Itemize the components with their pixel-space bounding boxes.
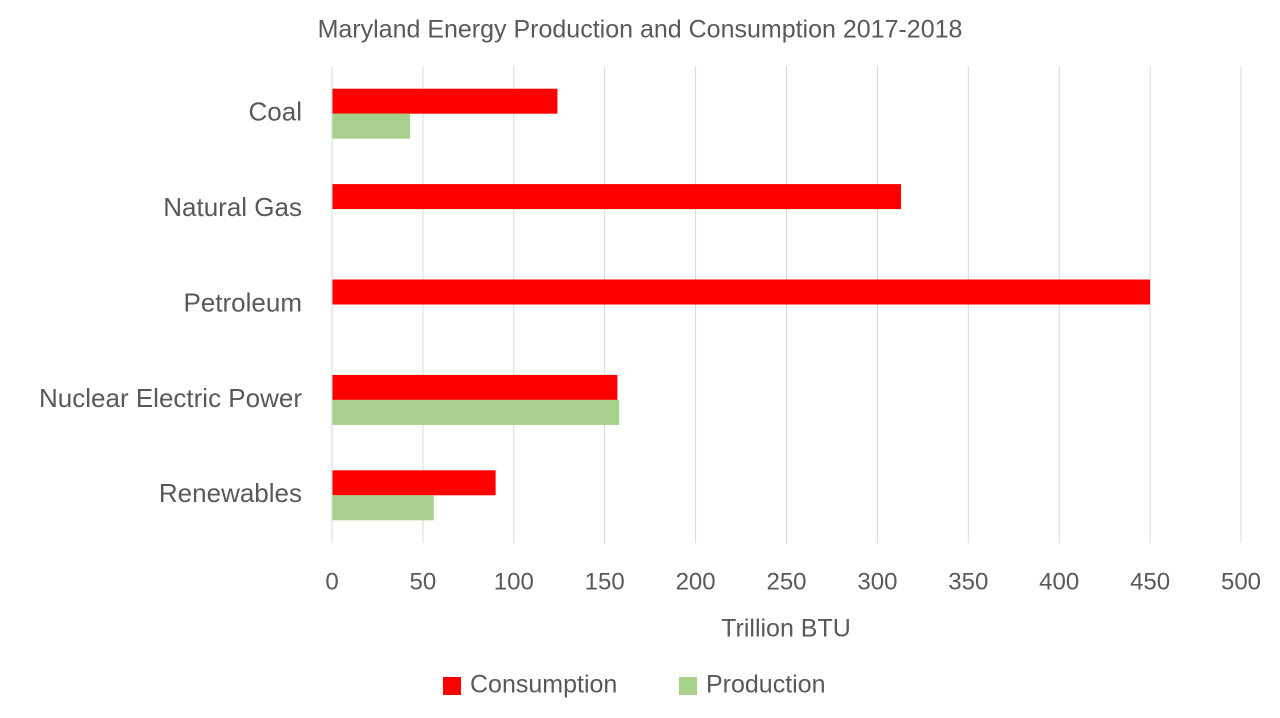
- bar: [332, 470, 496, 496]
- legend-label: Production: [706, 671, 826, 699]
- y-tick-label: Petroleum: [184, 287, 303, 317]
- x-tick-label: 350: [948, 568, 988, 595]
- x-tick-label: 200: [676, 568, 716, 595]
- legend-swatch: [443, 677, 461, 695]
- x-tick-label: 300: [857, 568, 897, 595]
- legend-swatch: [679, 677, 697, 695]
- x-axis-label: Trillion BTU: [721, 615, 851, 643]
- bar: [332, 184, 902, 210]
- x-tick-label: 500: [1221, 568, 1261, 595]
- y-tick-label: Coal: [249, 97, 302, 127]
- y-tick-label: Natural Gas: [163, 192, 302, 222]
- bar: [332, 495, 434, 521]
- x-tick-label: 400: [1039, 568, 1079, 595]
- bar: [332, 399, 620, 425]
- bar: [332, 88, 558, 114]
- x-tick-label: 250: [766, 568, 806, 595]
- x-tick-label: 0: [325, 568, 338, 595]
- y-tick-label: Nuclear Electric Power: [39, 383, 302, 413]
- y-tick-label: Renewables: [159, 478, 302, 508]
- x-tick-label: 50: [410, 568, 437, 595]
- bar: [332, 374, 618, 400]
- x-tick-label: 150: [585, 568, 625, 595]
- chart-title: Maryland Energy Production and Consumpti…: [318, 16, 963, 44]
- x-tick-label: 100: [494, 568, 534, 595]
- x-tick-label: 450: [1130, 568, 1170, 595]
- bar: [332, 113, 411, 139]
- legend-label: Consumption: [470, 671, 617, 699]
- bar: [332, 279, 1151, 305]
